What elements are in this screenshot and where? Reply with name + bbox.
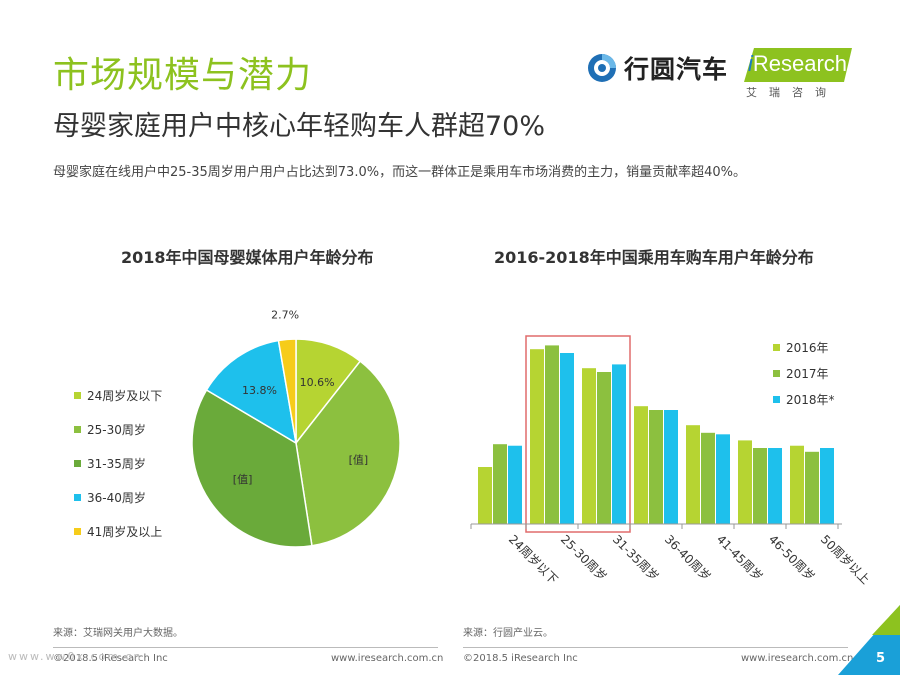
bar (493, 444, 507, 524)
bar (686, 425, 700, 524)
bar (597, 372, 611, 524)
xingyuan-logo: 行圆汽车 (586, 50, 728, 86)
pie-slice (205, 339, 298, 445)
page-number: 5 (876, 651, 886, 666)
bar-legend-item: 2018年* (773, 386, 835, 412)
bar-legend-item: 2016年 (773, 334, 835, 360)
legend-label: 25-30周岁 (87, 422, 146, 437)
footer-copyright-right: ©2018.5 iResearch Inc (463, 653, 578, 664)
pie-data-label: 2.7% (271, 309, 299, 322)
bar (738, 440, 752, 524)
pie-legend: 24周岁及以下 25-30周岁 31-35周岁 36-40周岁 41周岁及以上 (74, 378, 162, 548)
legend-label: 2016年 (786, 340, 829, 355)
bar (701, 432, 715, 524)
pie-slice (295, 338, 362, 446)
iresearch-logo-shape (744, 48, 852, 82)
page-subtitle: 母婴家庭用户中核心年轻购车人群超70% (53, 111, 546, 142)
iresearch-logo: iResearch 艾瑞咨询 (744, 48, 852, 100)
footer-url-right[interactable]: www.iresearch.com.cn (741, 653, 854, 664)
page-description: 母婴家庭在线用户中25-35周岁用户用户占比达到73.0%，而这一群体正是乘用车… (53, 165, 746, 180)
pie-legend-item: 36-40周岁 (74, 480, 162, 514)
bar (582, 368, 596, 524)
bar (612, 364, 626, 524)
iresearch-logo-text: Research (752, 51, 848, 76)
pie-legend-item: 41周岁及以上 (74, 514, 162, 548)
pie-slice (277, 338, 297, 444)
bar (753, 448, 767, 524)
pie-data-label: [值] (349, 453, 369, 466)
bar (560, 353, 574, 524)
x-tick-label: 41-45周岁 (714, 532, 766, 584)
bar-chart-title: 2016-2018年中国乘用车购车用户年龄分布 (494, 248, 814, 267)
pie-slice (295, 360, 401, 547)
legend-label: 24周岁及以下 (87, 388, 163, 403)
bar (508, 445, 522, 524)
x-tick-label: 46-50周岁 (766, 532, 818, 584)
bar-legend-item: 2017年 (773, 360, 835, 386)
pie-legend-item: 24周岁及以下 (74, 378, 162, 412)
bar (649, 410, 663, 524)
page-title: 市场规模与潜力 (53, 55, 313, 96)
bar (664, 410, 678, 524)
x-tick-label: 24周岁以下 (506, 532, 561, 587)
bar (530, 349, 544, 524)
footer-url-left[interactable]: www.iresearch.com.cn (331, 653, 444, 664)
x-tick-label: 50周岁以上 (818, 532, 873, 587)
footer-divider-left (53, 647, 438, 648)
pie-legend-item: 31-35周岁 (74, 446, 162, 480)
xingyuan-logo-icon (588, 54, 616, 82)
bar-legend: 2016年 2017年 2018年* (773, 334, 835, 412)
pie-data-label: [值] (233, 473, 253, 486)
legend-swatch (74, 391, 81, 399)
bar (768, 448, 782, 524)
bar (478, 467, 492, 524)
bar (805, 451, 819, 524)
legend-label: 36-40周岁 (87, 490, 146, 505)
legend-swatch (773, 343, 780, 351)
legend-swatch (74, 459, 81, 467)
pie-legend-item: 25-30周岁 (74, 412, 162, 446)
pie-data-label: 10.6% (300, 376, 335, 389)
pie-slice (191, 388, 313, 548)
bar (820, 448, 834, 524)
legend-label: 41周岁及以上 (87, 524, 163, 539)
footer-divider-right (463, 647, 848, 648)
bar (716, 434, 730, 524)
footer-copyright-left: ©2018.5 iResearch Inc (53, 653, 168, 664)
legend-label: 31-35周岁 (87, 456, 146, 471)
pie-chart-title: 2018年中国母婴媒体用户年龄分布 (121, 248, 374, 267)
bar (634, 406, 648, 524)
watermark: www.ww0x.com.cn (8, 650, 143, 663)
source-note-left: 来源：艾瑞网关用户大数据。 (53, 628, 183, 639)
legend-label: 2018年* (786, 392, 835, 407)
legend-swatch (773, 369, 780, 377)
legend-swatch (773, 395, 780, 403)
x-tick-label: 36-40周岁 (662, 532, 714, 584)
legend-label: 2017年 (786, 366, 829, 381)
xingyuan-logo-text: 行圆汽车 (624, 55, 729, 84)
legend-swatch (74, 425, 81, 433)
pie-data-label: 13.8% (242, 384, 277, 397)
corner-decoration (838, 605, 900, 675)
x-tick-label: 31-35周岁 (610, 532, 662, 584)
bar (545, 345, 559, 524)
legend-swatch (74, 493, 81, 501)
iresearch-logo-subtext: 艾瑞咨询 (746, 86, 838, 99)
highlight-box (525, 335, 631, 533)
bar (790, 445, 804, 524)
source-note-right: 来源：行圆产业云。 (463, 628, 553, 639)
x-tick-label: 25-30周岁 (558, 532, 610, 584)
iresearch-logo-i: i (748, 51, 753, 76)
legend-swatch (74, 527, 81, 535)
